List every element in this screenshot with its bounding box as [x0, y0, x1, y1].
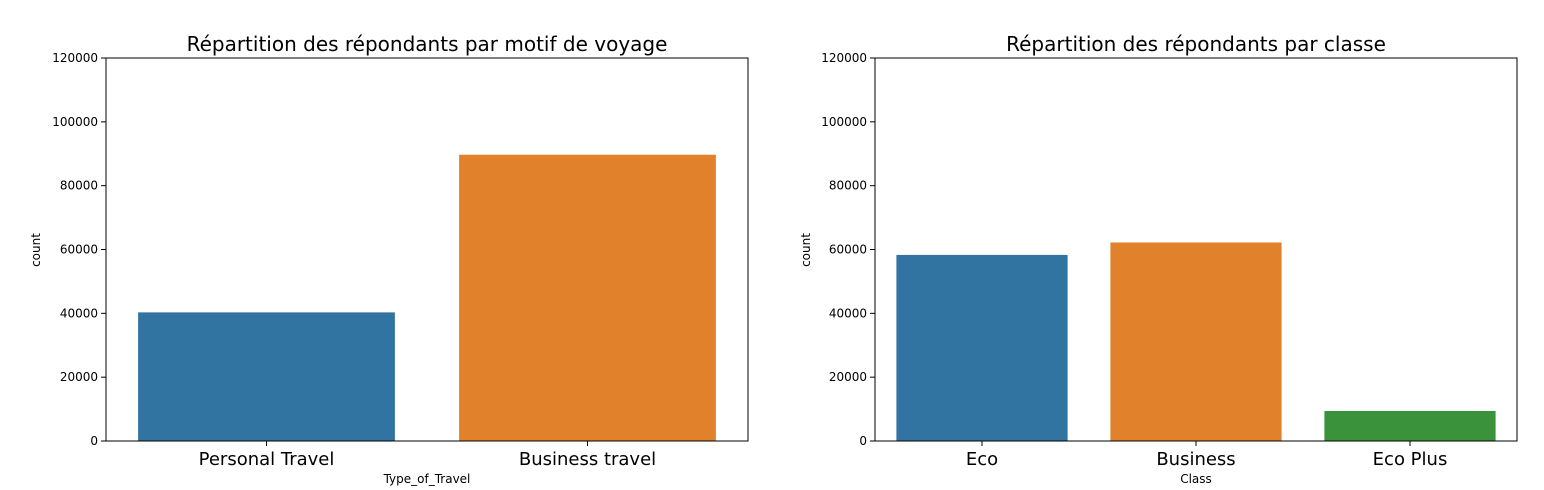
bar-eco [896, 254, 1068, 441]
y-tick-label: 20000 [829, 370, 867, 384]
y-tick-label: 120000 [821, 51, 867, 65]
x-axis-label: Class [1180, 472, 1212, 486]
bar-eco-plus [1324, 410, 1496, 441]
y-tick-label: 60000 [829, 243, 867, 257]
y-axis-label: count [29, 233, 43, 267]
y-tick-label: 0 [90, 434, 98, 448]
chart-title: Répartition des répondants par classe [1006, 32, 1386, 56]
y-tick-label: 40000 [60, 306, 98, 320]
y-tick-label: 120000 [52, 51, 98, 65]
y-tick-label: 0 [859, 434, 867, 448]
plot-area: 0 20000 40000 60000 80000 100000 120000 Persona… [52, 51, 749, 470]
x-axis-label: Type_of_Travel [383, 472, 471, 486]
bar-business [1110, 242, 1282, 441]
x-tick-label: Eco Plus [1373, 449, 1448, 470]
y-tick-label: 80000 [60, 179, 98, 193]
x-tick-label: Personal Travel [199, 449, 335, 470]
bar-personal-travel [138, 312, 395, 441]
y-tick-label: 40000 [829, 306, 867, 320]
y-tick-label: 20000 [60, 370, 98, 384]
plot-area: 0 20000 40000 60000 80000 100000 120000 Eco Busi… [821, 51, 1518, 470]
y-tick-label: 100000 [52, 115, 98, 129]
x-tick-label: Business travel [519, 449, 656, 470]
x-tick-label: Business [1156, 449, 1235, 470]
y-tick-label: 100000 [821, 115, 867, 129]
x-tick-label: Eco [966, 449, 998, 470]
y-tick-label: 80000 [829, 179, 867, 193]
chart-title: Répartition des répondants par motif de … [187, 32, 668, 56]
bar-business-travel [459, 154, 716, 441]
y-tick-label: 60000 [60, 243, 98, 257]
y-axis-label: count [799, 233, 813, 267]
chart-class: Répartition des répondants par classe co… [799, 32, 1518, 486]
chart-travel-type: Répartition des répondants par motif de … [29, 32, 749, 486]
